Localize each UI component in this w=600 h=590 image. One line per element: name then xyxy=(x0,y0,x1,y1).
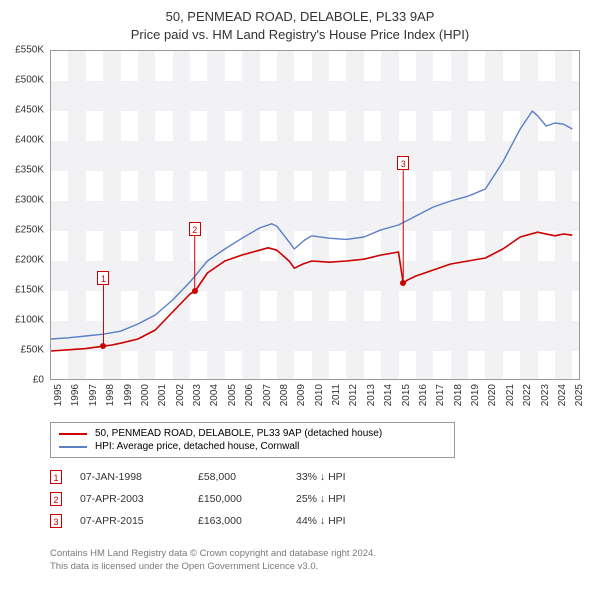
x-tick-label: 1997 xyxy=(88,384,99,406)
x-tick-label: 2009 xyxy=(296,384,307,406)
note-row: 3 07-APR-2015 £163,000 44% ↓ HPI xyxy=(50,510,406,532)
note-date: 07-APR-2003 xyxy=(80,493,180,505)
marker-box: 1 xyxy=(97,271,109,285)
footer: Contains HM Land Registry data © Crown c… xyxy=(50,548,376,574)
x-tick-label: 1995 xyxy=(53,384,64,406)
x-tick-label: 2019 xyxy=(470,384,481,406)
x-tick-label: 2011 xyxy=(331,384,342,406)
y-tick-label: £500K xyxy=(15,75,44,86)
note-marker-icon: 2 xyxy=(50,492,62,506)
note-price: £163,000 xyxy=(198,515,278,527)
x-tick-label: 2012 xyxy=(348,384,359,406)
note-row: 2 07-APR-2003 £150,000 25% ↓ HPI xyxy=(50,488,406,510)
x-tick-label: 1996 xyxy=(70,384,81,406)
x-tick-label: 2022 xyxy=(522,384,533,406)
footer-line1: Contains HM Land Registry data © Crown c… xyxy=(50,548,376,561)
x-tick-label: 2010 xyxy=(314,384,325,406)
plot-area: 1 2 3 xyxy=(50,50,580,380)
note-date: 07-JAN-1998 xyxy=(80,471,180,483)
y-tick-label: £50K xyxy=(21,345,44,356)
x-tick-label: 2017 xyxy=(435,384,446,406)
x-tick-label: 2025 xyxy=(574,384,585,406)
y-tick-label: £550K xyxy=(15,45,44,56)
footer-line2: This data is licensed under the Open Gov… xyxy=(50,561,376,574)
x-tick-label: 2021 xyxy=(505,384,516,406)
legend: 50, PENMEAD ROAD, DELABOLE, PL33 9AP (de… xyxy=(50,422,455,458)
x-tick-label: 2020 xyxy=(487,384,498,406)
y-tick-label: £350K xyxy=(15,165,44,176)
chart-lines xyxy=(51,51,581,381)
x-tick-label: 2008 xyxy=(279,384,290,406)
legend-item-hpi: HPI: Average price, detached house, Corn… xyxy=(59,440,446,453)
x-tick-label: 2002 xyxy=(175,384,186,406)
series-hpi xyxy=(51,111,572,339)
title-block: 50, PENMEAD ROAD, DELABOLE, PL33 9AP Pri… xyxy=(0,0,600,44)
title-line2: Price paid vs. HM Land Registry's House … xyxy=(0,26,600,44)
note-marker-icon: 1 xyxy=(50,470,62,484)
note-row: 1 07-JAN-1998 £58,000 33% ↓ HPI xyxy=(50,466,406,488)
x-tick-label: 2014 xyxy=(383,384,394,406)
transaction-notes: 1 07-JAN-1998 £58,000 33% ↓ HPI 2 07-APR… xyxy=(50,466,406,532)
legend-label: HPI: Average price, detached house, Corn… xyxy=(95,441,299,452)
chart-area: 123 £0£50K£100K£150K£200K£250K£300K£350K… xyxy=(50,50,580,380)
marker-dot xyxy=(100,343,106,349)
x-tick-label: 2013 xyxy=(366,384,377,406)
x-tick-label: 2004 xyxy=(209,384,220,406)
marker-dot xyxy=(400,280,406,286)
note-price: £150,000 xyxy=(198,493,278,505)
x-tick-label: 2005 xyxy=(227,384,238,406)
y-tick-label: £100K xyxy=(15,315,44,326)
y-tick-label: £400K xyxy=(15,135,44,146)
y-tick-label: £450K xyxy=(15,105,44,116)
series-property_price xyxy=(51,232,572,351)
note-pct: 33% ↓ HPI xyxy=(296,471,406,483)
marker-box: 3 xyxy=(397,156,409,170)
chart-container: 50, PENMEAD ROAD, DELABOLE, PL33 9AP Pri… xyxy=(0,0,600,590)
x-tick-label: 2001 xyxy=(157,384,168,406)
legend-item-property: 50, PENMEAD ROAD, DELABOLE, PL33 9AP (de… xyxy=(59,427,446,440)
x-tick-label: 2006 xyxy=(244,384,255,406)
x-tick-label: 2016 xyxy=(418,384,429,406)
note-pct: 25% ↓ HPI xyxy=(296,493,406,505)
x-tick-label: 1999 xyxy=(123,384,134,406)
y-tick-label: £150K xyxy=(15,285,44,296)
x-tick-label: 2018 xyxy=(453,384,464,406)
x-tick-label: 1998 xyxy=(105,384,116,406)
legend-swatch xyxy=(59,446,87,448)
note-price: £58,000 xyxy=(198,471,278,483)
x-tick-label: 2007 xyxy=(262,384,273,406)
x-tick-label: 2023 xyxy=(540,384,551,406)
x-tick-label: 2015 xyxy=(401,384,412,406)
title-line1: 50, PENMEAD ROAD, DELABOLE, PL33 9AP xyxy=(0,8,600,26)
x-tick-label: 2003 xyxy=(192,384,203,406)
x-tick-label: 2024 xyxy=(557,384,568,406)
note-marker-icon: 3 xyxy=(50,514,62,528)
y-tick-label: £0 xyxy=(33,375,44,386)
note-pct: 44% ↓ HPI xyxy=(296,515,406,527)
y-tick-label: £300K xyxy=(15,195,44,206)
note-date: 07-APR-2015 xyxy=(80,515,180,527)
marker-box: 2 xyxy=(189,222,201,236)
y-tick-label: £250K xyxy=(15,225,44,236)
marker-dot xyxy=(192,288,198,294)
x-tick-label: 2000 xyxy=(140,384,151,406)
y-tick-label: £200K xyxy=(15,255,44,266)
legend-label: 50, PENMEAD ROAD, DELABOLE, PL33 9AP (de… xyxy=(95,428,382,439)
legend-swatch xyxy=(59,433,87,435)
